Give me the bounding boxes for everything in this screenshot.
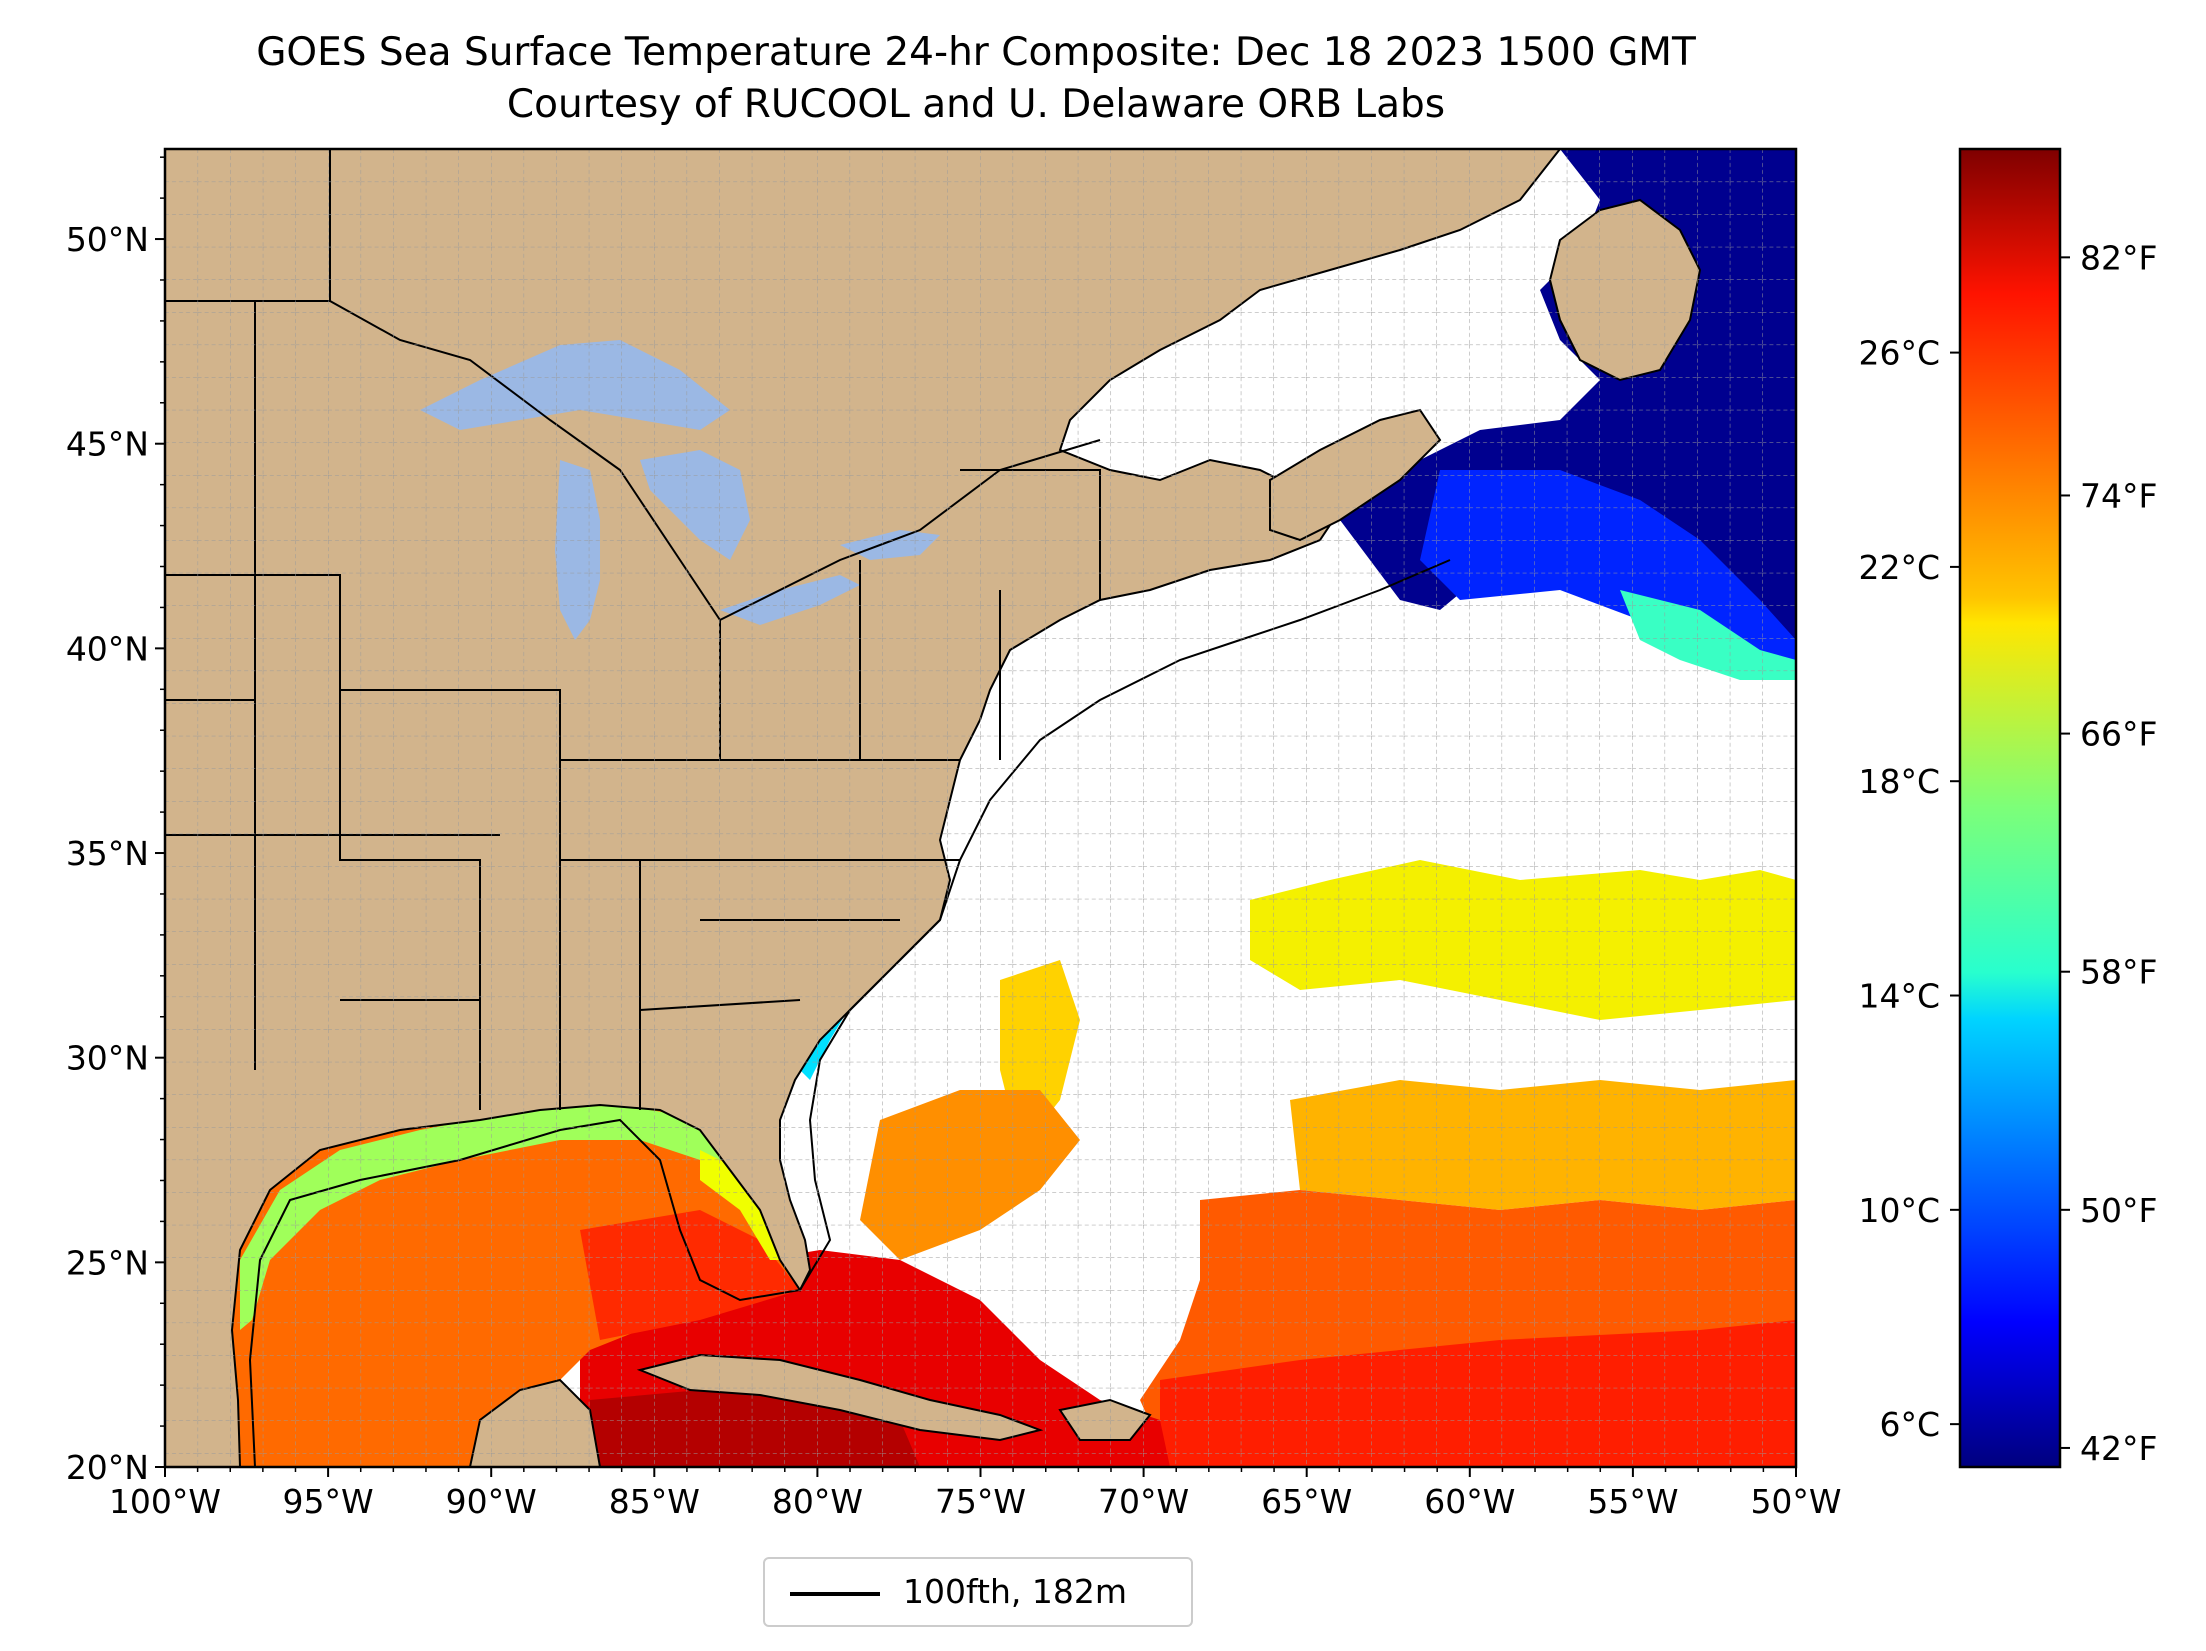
lon-tick-label: 65°W	[1261, 1482, 1352, 1521]
lat-tick-label: 35°N	[66, 834, 149, 873]
lat-tick-label: 30°N	[66, 1039, 149, 1078]
colorbar-celsius-axis: 6°C 10°C 14°C 18°C 22°C 26°C	[1858, 334, 1960, 1444]
celsius-tick-label: 14°C	[1858, 977, 1940, 1016]
lat-lon-grid	[165, 149, 1796, 1467]
lon-tick-label: 100°W	[109, 1482, 221, 1521]
colorbar	[1958, 147, 2062, 1469]
lon-tick-label: 85°W	[609, 1482, 700, 1521]
lon-tick-label: 75°W	[935, 1482, 1026, 1521]
lat-tick-label: 45°N	[66, 425, 149, 464]
legend-label: 100fth, 182m	[903, 1572, 1127, 1611]
fahrenheit-tick-label: 66°F	[2080, 715, 2157, 754]
fahrenheit-tick-label: 82°F	[2080, 238, 2157, 277]
fahrenheit-tick-label: 50°F	[2080, 1191, 2157, 1230]
lon-tick-label: 95°W	[283, 1482, 374, 1521]
fahrenheit-tick-label: 58°F	[2080, 953, 2157, 992]
lat-tick-label: 50°N	[66, 220, 149, 259]
colorbar-fahrenheit-axis: 42°F 50°F 58°F 66°F 74°F 82°F	[2060, 238, 2157, 1468]
celsius-tick-label: 10°C	[1858, 1191, 1940, 1230]
lon-tick-label: 60°W	[1424, 1482, 1515, 1521]
lon-tick-label: 90°W	[446, 1482, 537, 1521]
lon-tick-label: 70°W	[1098, 1482, 1189, 1521]
lat-tick-label: 40°N	[66, 629, 149, 668]
celsius-tick-label: 22°C	[1858, 548, 1940, 587]
chart-subtitle: Courtesy of RUCOOL and U. Delaware ORB L…	[506, 82, 1446, 127]
chart-title: GOES Sea Surface Temperature 24-hr Compo…	[256, 30, 1696, 75]
fahrenheit-tick-label: 74°F	[2080, 476, 2157, 515]
lat-tick-label: 20°N	[66, 1448, 149, 1487]
legend: 100fth, 182m	[763, 1557, 1193, 1627]
celsius-tick-label: 18°C	[1858, 762, 1940, 801]
celsius-tick-label: 6°C	[1879, 1405, 1940, 1444]
longitude-axis: 100°W 95°W 90°W 85°W 80°W 75°W 70°W 65°W 60°W 55°…	[109, 1467, 1842, 1521]
lat-tick-label: 25°N	[66, 1243, 149, 1282]
celsius-tick-label: 26°C	[1858, 334, 1940, 373]
lon-tick-label: 50°W	[1750, 1482, 1841, 1521]
lon-tick-label: 80°W	[772, 1482, 863, 1521]
lon-tick-label: 55°W	[1587, 1482, 1678, 1521]
latitude-axis: 20°N 25°N 30°N 35°N 40°N 45°N 50°N	[66, 156, 165, 1487]
legend-line-swatch	[790, 1592, 880, 1596]
fahrenheit-tick-label: 42°F	[2080, 1429, 2157, 1468]
